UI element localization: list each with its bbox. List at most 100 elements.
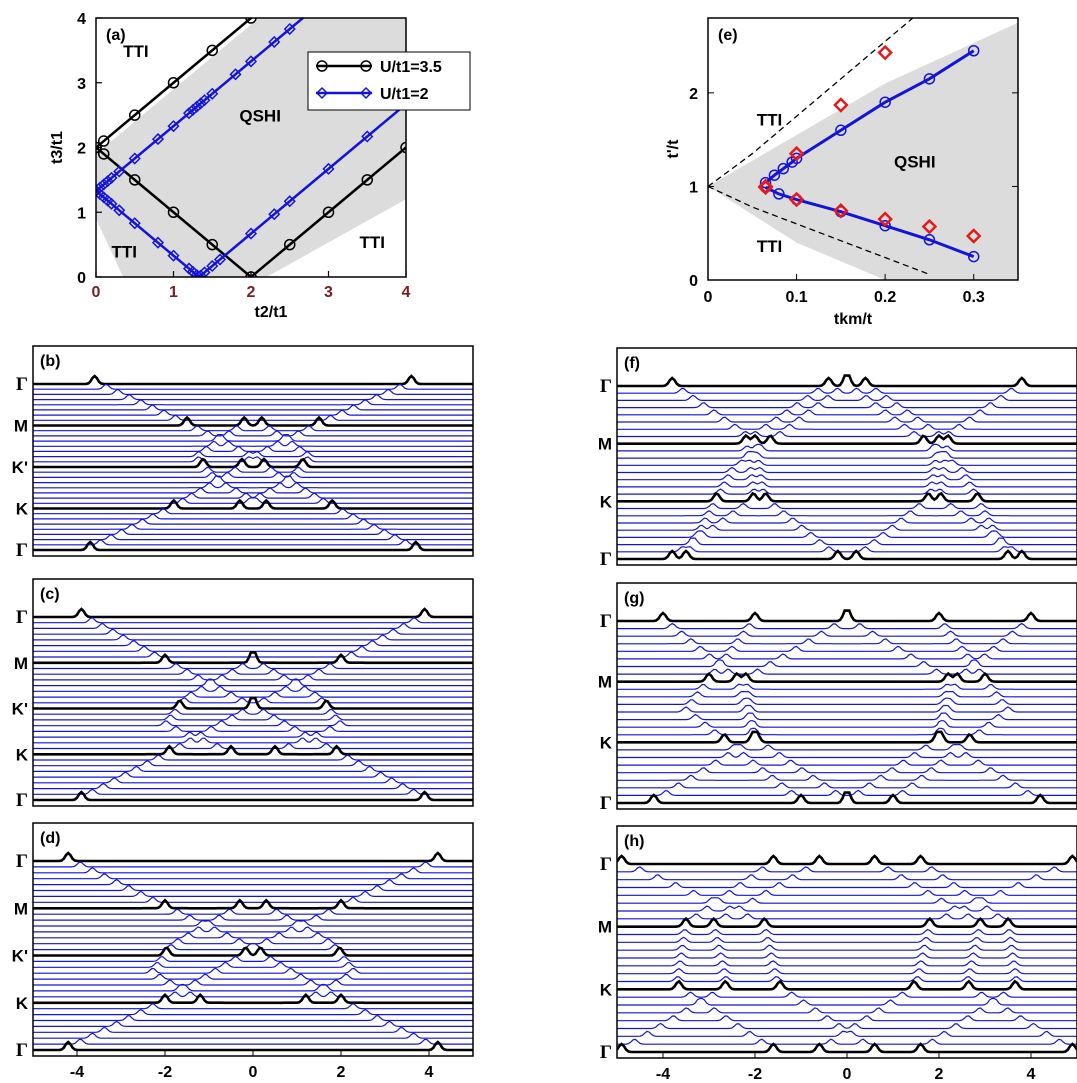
panel-label: (b) — [40, 353, 60, 370]
panel-label: (g) — [624, 590, 644, 607]
spectral-trace — [617, 1038, 1077, 1045]
series-1-line — [764, 186, 975, 259]
spectral-trace — [33, 492, 473, 499]
x-tick-label: 0 — [249, 1064, 258, 1081]
axes-frame — [616, 347, 1077, 566]
spectral-trace — [33, 983, 473, 992]
panel-label: (a) — [106, 27, 126, 44]
series-1-point — [206, 259, 219, 273]
spectral-trace — [617, 952, 1077, 959]
spectral-trace — [617, 720, 1077, 728]
series-0-point — [98, 148, 110, 160]
spectral-trace — [33, 890, 473, 898]
spectral-trace — [33, 623, 473, 630]
series-1-point — [361, 130, 374, 143]
axes-frame — [707, 17, 1019, 281]
region-label: TTI — [123, 42, 149, 61]
x-tick-label: 4 — [402, 284, 411, 301]
series-point — [923, 234, 936, 246]
spectral-trace — [617, 659, 1077, 668]
spectral-trace — [33, 508, 473, 515]
spectral-trace — [617, 443, 1077, 452]
series-0-point — [129, 109, 141, 121]
spectral-trace — [33, 404, 473, 411]
panel-label: (h) — [624, 833, 644, 850]
series-1-point — [206, 87, 219, 100]
spectral-trace — [33, 471, 473, 478]
x-tick-label: 3 — [324, 284, 333, 301]
k-point-label: K — [16, 500, 29, 519]
x-tick-label: 0 — [92, 284, 101, 301]
k-point-label: Γ — [16, 374, 28, 395]
spectral-trace — [33, 962, 473, 968]
spectral-trace — [617, 1007, 1077, 1014]
region-label: TTI — [757, 237, 783, 256]
spectral-trace — [33, 425, 473, 432]
spectral-trace — [33, 788, 473, 795]
panel-g: (g) Γ M K Γ — [598, 582, 1077, 814]
legend: U/t1=3.5 U/t1=2 — [307, 51, 471, 111]
spectral-trace — [33, 523, 473, 530]
k-point-label: Γ — [16, 540, 28, 561]
waterfall-plot — [617, 374, 1077, 561]
legend-label: U/t1=3.5 — [380, 59, 442, 76]
series-0-point — [400, 141, 406, 154]
spectral-trace — [617, 645, 1077, 652]
k-point-label: M — [598, 918, 612, 937]
spectral-trace — [33, 662, 473, 670]
k-point-trace — [33, 540, 473, 552]
spectral-trace — [33, 399, 473, 406]
panel-c: (c) Γ M K' K Γ — [12, 578, 474, 811]
spectral-trace — [33, 539, 473, 546]
spectral-trace — [33, 685, 473, 692]
k-point-trace — [617, 374, 1077, 388]
spectral-trace — [33, 765, 473, 773]
spectral-trace — [617, 897, 1077, 904]
k-point-label: Γ — [600, 793, 612, 814]
x-tick-label: -4 — [656, 1066, 670, 1083]
k-point-label: K — [16, 745, 29, 764]
spectral-trace — [33, 389, 473, 395]
panel-label: (d) — [40, 830, 60, 847]
spectral-trace — [33, 1038, 473, 1045]
spectral-trace — [617, 466, 1077, 474]
spectral-trace — [33, 456, 473, 463]
spectral-trace — [617, 668, 1077, 675]
dashed-bound — [708, 185, 930, 275]
series-1-point — [268, 35, 281, 49]
k-point-trace — [33, 993, 473, 1005]
legend-box — [307, 51, 471, 111]
series-1-point — [190, 100, 203, 113]
k-point-trace — [33, 498, 473, 510]
series-0-point — [322, 206, 335, 218]
spectral-trace — [617, 416, 1077, 423]
series-1-point — [198, 266, 211, 277]
spectral-trace — [617, 510, 1077, 517]
y-tick-label: 2 — [77, 141, 86, 158]
panel-e: 0 0.1 0.2 0.3 0 1 2 tkm/t t'/t (e) TTI QSHI TTI — [665, 17, 1019, 328]
x-axis-label: tkm/t — [834, 311, 873, 328]
y-tick-label: 1 — [689, 179, 698, 196]
legend-marker — [360, 60, 372, 72]
spectral-trace — [33, 967, 473, 974]
x-tick-label: 2 — [337, 1064, 346, 1081]
region-label: TTI — [360, 233, 386, 252]
spectral-trace — [617, 1015, 1077, 1022]
spectral-trace — [33, 466, 473, 473]
k-point-trace — [617, 854, 1077, 866]
series-point — [777, 162, 790, 175]
series-0-point — [98, 135, 110, 147]
series-1-point — [128, 152, 141, 165]
k-point-label: M — [598, 673, 612, 692]
spectral-trace — [33, 646, 473, 652]
series-point — [768, 169, 781, 181]
spectral-trace — [33, 430, 473, 437]
k-point-trace — [617, 549, 1077, 561]
spectral-trace — [33, 651, 473, 658]
spectral-trace — [33, 897, 473, 903]
spectral-trace — [33, 394, 473, 401]
spectral-trace — [33, 708, 473, 715]
series-point — [835, 124, 847, 137]
k-point-label: Γ — [16, 790, 28, 811]
spectral-trace — [33, 445, 473, 452]
